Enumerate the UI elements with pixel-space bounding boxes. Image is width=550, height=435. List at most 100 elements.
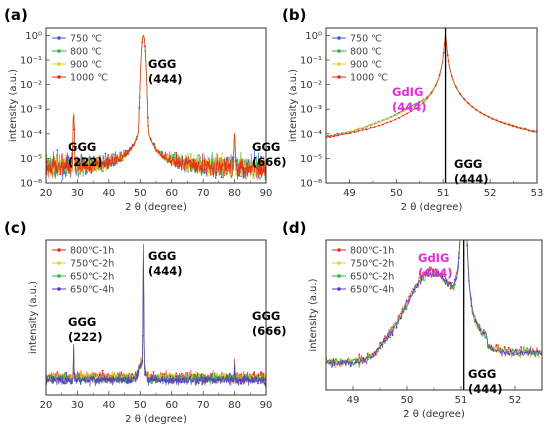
data-point — [441, 275, 444, 278]
x-axis-label: 2 θ (degree) — [401, 202, 463, 213]
x-axis-label: 2 θ (degree) — [125, 414, 187, 425]
data-point — [212, 167, 214, 170]
data-point — [355, 129, 357, 132]
data-point — [255, 380, 257, 382]
legend-marker — [57, 274, 61, 278]
y-axis-label: intensity (a.u.) — [308, 278, 319, 351]
data-point — [401, 308, 404, 311]
x-tick-label: 52 — [509, 395, 522, 406]
data-point — [87, 380, 90, 383]
x-tick-label: 49 — [347, 395, 360, 406]
y-tick-label: 10⁻⁴ — [300, 129, 322, 140]
data-point — [368, 353, 371, 356]
data-point — [59, 173, 61, 176]
data-point — [437, 274, 440, 277]
data-point — [195, 372, 198, 374]
x-tick-label: 80 — [228, 188, 241, 199]
series-line — [46, 34, 266, 180]
data-point — [345, 360, 348, 363]
legend-label: 750℃-2h — [70, 259, 114, 270]
data-point — [434, 274, 437, 277]
data-point — [207, 169, 209, 172]
data-point — [414, 107, 417, 110]
data-point — [402, 114, 404, 117]
data-point — [118, 379, 121, 382]
data-point — [482, 332, 485, 335]
data-point — [220, 379, 223, 382]
data-point — [195, 381, 197, 384]
data-point — [345, 132, 348, 135]
x-tick-label: 50 — [134, 188, 147, 199]
data-point — [175, 372, 178, 375]
data-point — [398, 117, 400, 119]
data-point — [116, 375, 118, 377]
data-point — [163, 157, 166, 160]
data-point — [192, 380, 195, 383]
x-tick-label: 30 — [71, 400, 84, 411]
peak-annotation-line: (444) — [468, 382, 503, 396]
peak-annotation-line: GGG — [148, 249, 176, 263]
x-tick-label: 52 — [484, 188, 497, 199]
data-point — [363, 126, 365, 129]
peak-annotation-line: GGG — [68, 315, 96, 329]
data-point — [240, 166, 243, 169]
data-point — [458, 256, 460, 259]
data-point — [105, 169, 107, 172]
data-point — [377, 124, 380, 127]
data-point — [96, 156, 99, 159]
panel-3: (c) 20 30 40 50 60 70 80 90 2 θ (degree) intensity… — [4, 219, 287, 425]
x-axis-label: 2 θ (degree) — [125, 202, 187, 213]
data-point — [245, 168, 248, 171]
data-point — [248, 379, 251, 382]
data-point — [438, 74, 441, 76]
x-tick-label: 51 — [455, 395, 468, 406]
data-point — [367, 125, 370, 127]
data-point — [226, 157, 228, 160]
plot-frame — [325, 27, 538, 184]
data-point — [186, 380, 189, 383]
data-point — [367, 352, 370, 354]
data-point — [532, 350, 535, 353]
data-point — [62, 373, 65, 376]
data-point — [412, 288, 415, 290]
data-point — [130, 373, 133, 375]
data-point — [110, 162, 112, 165]
data-point — [369, 126, 372, 129]
data-point — [104, 163, 107, 165]
data-point — [146, 377, 149, 380]
data-point — [433, 274, 435, 277]
y-tick-label: 10⁻⁵ — [300, 154, 322, 165]
data-point — [214, 177, 217, 179]
data-point — [99, 376, 102, 379]
legend-marker — [337, 75, 341, 79]
legend-marker — [337, 248, 341, 252]
peak-annotation: GdIG(444) — [392, 85, 427, 114]
data-point — [528, 129, 530, 132]
data-point — [426, 97, 429, 100]
data-point — [254, 166, 257, 169]
data-point — [354, 361, 356, 364]
y-tick-label: 10⁻¹ — [20, 56, 42, 67]
data-point — [206, 380, 209, 383]
data-point — [387, 117, 390, 120]
data-point — [341, 133, 344, 135]
data-point — [121, 379, 124, 382]
y-tick-label: 10⁻² — [20, 80, 42, 91]
data-point — [329, 136, 331, 138]
data-point — [93, 161, 95, 164]
data-point — [64, 166, 67, 169]
data-point — [513, 353, 516, 356]
x-axis-label: 2 θ (degree) — [403, 409, 465, 420]
data-point — [507, 346, 510, 349]
data-point — [70, 374, 73, 377]
data-point — [56, 377, 59, 380]
data-point — [479, 111, 482, 114]
data-point — [138, 106, 141, 109]
panel-4: (d) 49 50 51 52 2 θ (degree) intensity (a.u.) 8… — [282, 219, 543, 420]
legend-label: 900 ℃ — [350, 60, 382, 71]
legend-marker — [57, 261, 61, 265]
x-tick-label: 49 — [343, 188, 356, 199]
data-point — [536, 350, 539, 352]
data-point — [183, 162, 186, 165]
